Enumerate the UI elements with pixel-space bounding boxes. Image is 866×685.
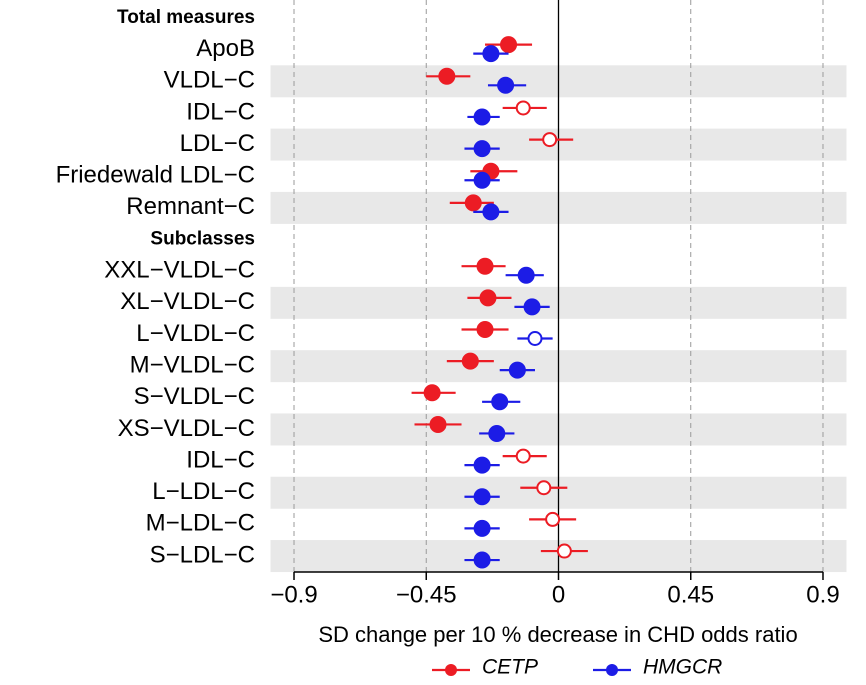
legend-dot [606,664,618,676]
row-label: S−VLDL−C [134,383,255,410]
estimate-point [473,456,491,474]
estimate-point [488,424,506,442]
row-label: M−LDL−C [146,510,255,537]
estimate-point [482,203,500,221]
x-tick-label: 0 [552,581,565,608]
legend-label: CETP [482,656,538,679]
x-tick-label: −0.9 [270,581,317,608]
estimate-point [500,36,518,54]
section-title: Total measures [117,7,255,28]
x-tick-label: 0.45 [667,581,714,608]
estimate-point [482,45,500,63]
estimate-point [542,132,558,148]
text-layer: −0.9 −0.45 0 0.45 0.9 Total measures ApoB VLDL−… [56,7,840,679]
legend-label: HMGCR [643,656,722,679]
row-label: IDL−C [186,446,255,473]
estimate-point [476,257,494,275]
row-label: LDL−C [180,130,255,157]
estimate-point [473,171,491,189]
row-label: L−LDL−C [152,478,255,505]
row-label: XL−VLDL−C [120,288,255,315]
estimate-point [515,100,531,116]
estimate-point [473,108,491,126]
row-label: XS−VLDL−C [118,415,255,442]
estimate-point [464,194,482,212]
estimate-point [461,352,479,370]
estimate-point [473,519,491,537]
row-label: Friedewald LDL−C [56,162,255,189]
estimate-point [523,298,541,316]
estimate-point [491,393,509,411]
row-label: VLDL−C [164,67,255,94]
row-label: M−VLDL−C [130,351,255,378]
row-label: S−LDL−C [150,541,255,568]
estimate-point [517,266,535,284]
legend-dot [445,664,457,676]
estimate-point [473,140,491,158]
section-title: Subclasses [150,229,255,250]
estimate-point [508,361,526,379]
marks-layer [411,36,631,676]
estimate-point [545,511,561,527]
estimate-point [515,448,531,464]
row-label: XXL−VLDL−C [104,257,255,284]
estimate-point [527,331,543,346]
estimate-point [476,321,494,338]
estimate-point [429,415,447,433]
grid-layer [293,0,824,580]
row-label: Remnant−C [126,193,255,220]
x-tick-label: −0.45 [396,581,457,608]
row-label: ApoB [196,35,255,62]
estimate-point [479,289,497,307]
estimate-point [536,480,552,496]
estimate-point [556,543,572,559]
row-label: L−VLDL−C [136,320,255,347]
estimate-point [423,384,441,402]
estimate-point [438,67,456,85]
x-tick-label: 0.9 [806,581,839,608]
estimate-point [473,551,491,569]
estimate-point [497,76,515,94]
estimate-point [473,488,491,506]
row-label: IDL−C [186,98,255,125]
x-axis-label: SD change per 10 % decrease in CHD odds … [318,622,797,647]
